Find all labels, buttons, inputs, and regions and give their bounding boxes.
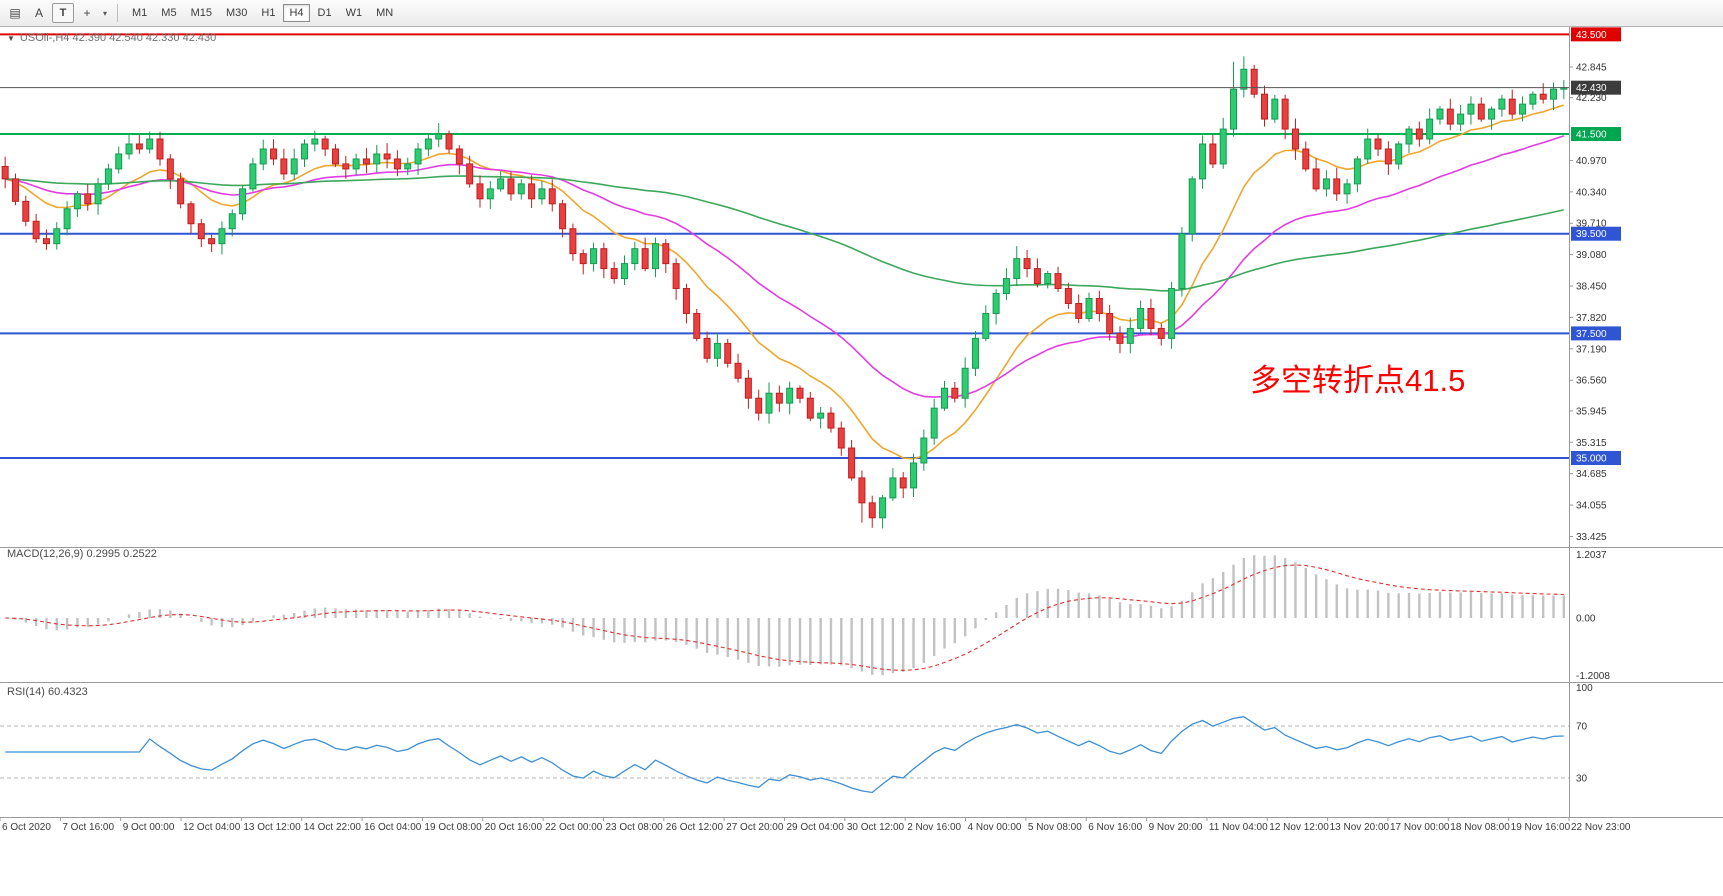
svg-text:18 Nov 08:00: 18 Nov 08:00 bbox=[1450, 822, 1510, 833]
toolbar-separator bbox=[117, 4, 118, 22]
svg-text:39.500: 39.500 bbox=[1576, 229, 1607, 240]
timeframe-mn[interactable]: MN bbox=[376, 7, 394, 19]
svg-text:39.080: 39.080 bbox=[1576, 250, 1607, 261]
svg-text:22 Nov 23:00: 22 Nov 23:00 bbox=[1571, 822, 1631, 833]
timeframe-m15[interactable]: M15 bbox=[190, 7, 212, 19]
svg-text:9 Oct 00:00: 9 Oct 00:00 bbox=[123, 822, 175, 833]
svg-text:7 Oct 16:00: 7 Oct 16:00 bbox=[62, 822, 114, 833]
svg-text:16 Oct 04:00: 16 Oct 04:00 bbox=[364, 822, 422, 833]
svg-text:20 Oct 16:00: 20 Oct 16:00 bbox=[485, 822, 543, 833]
svg-text:43.500: 43.500 bbox=[1576, 30, 1607, 41]
svg-text:42.845: 42.845 bbox=[1576, 63, 1607, 74]
dropdown-caret-icon[interactable]: ▾ bbox=[102, 8, 107, 18]
crosshair-tool-icon[interactable]: + bbox=[83, 6, 91, 20]
svg-text:39.710: 39.710 bbox=[1576, 219, 1607, 230]
svg-text:9 Nov 20:00: 9 Nov 20:00 bbox=[1149, 822, 1203, 833]
svg-text:36.560: 36.560 bbox=[1576, 376, 1607, 387]
svg-text:12 Oct 04:00: 12 Oct 04:00 bbox=[183, 822, 241, 833]
svg-text:19 Oct 08:00: 19 Oct 08:00 bbox=[424, 822, 482, 833]
svg-text:0.00: 0.00 bbox=[1576, 614, 1596, 625]
svg-text:41.500: 41.500 bbox=[1576, 130, 1607, 141]
chart-window-icon[interactable]: ▤ bbox=[9, 6, 21, 20]
svg-text:23 Oct 08:00: 23 Oct 08:00 bbox=[605, 822, 663, 833]
svg-text:40.970: 40.970 bbox=[1576, 156, 1607, 167]
svg-text:37.190: 37.190 bbox=[1576, 344, 1607, 355]
timeframe-h4[interactable]: H4 bbox=[283, 4, 310, 22]
svg-text:35.000: 35.000 bbox=[1576, 453, 1607, 464]
svg-text:13 Oct 12:00: 13 Oct 12:00 bbox=[243, 822, 301, 833]
svg-text:13 Nov 20:00: 13 Nov 20:00 bbox=[1330, 822, 1390, 833]
svg-text:33.425: 33.425 bbox=[1576, 532, 1607, 543]
timeframe-h1[interactable]: H1 bbox=[261, 7, 276, 19]
svg-text:100: 100 bbox=[1576, 683, 1593, 694]
tool-icon-group: ▤ A T + ▾ bbox=[4, 3, 110, 23]
price-chart[interactable]: 42.845 42.230 40.970 40.340 39.710 39.080 38.4… bbox=[0, 27, 1723, 896]
svg-text:1.2037: 1.2037 bbox=[1576, 550, 1607, 561]
svg-text:12 Nov 12:00: 12 Nov 12:00 bbox=[1269, 822, 1329, 833]
timeframe-m1[interactable]: M1 bbox=[132, 7, 148, 19]
svg-text:4 Nov 00:00: 4 Nov 00:00 bbox=[968, 822, 1022, 833]
svg-text:37.500: 37.500 bbox=[1576, 329, 1607, 340]
annotation-a-icon[interactable]: A bbox=[34, 6, 43, 20]
svg-text:35.945: 35.945 bbox=[1576, 406, 1607, 417]
svg-text:34.055: 34.055 bbox=[1576, 501, 1607, 512]
chart-text-annotation[interactable]: 多空转折点41.5 bbox=[1250, 363, 1466, 398]
text-tool-icon[interactable]: T bbox=[52, 3, 74, 23]
timeframe-d1[interactable]: D1 bbox=[317, 7, 332, 19]
svg-text:19 Nov 16:00: 19 Nov 16:00 bbox=[1511, 822, 1571, 833]
svg-text:-1.2008: -1.2008 bbox=[1576, 671, 1610, 682]
svg-text:2 Nov 16:00: 2 Nov 16:00 bbox=[907, 822, 961, 833]
svg-text:42.430: 42.430 bbox=[1576, 83, 1607, 94]
svg-text:34.685: 34.685 bbox=[1576, 469, 1607, 480]
svg-text:27 Oct 20:00: 27 Oct 20:00 bbox=[726, 822, 784, 833]
svg-text:14 Oct 22:00: 14 Oct 22:00 bbox=[304, 822, 362, 833]
svg-text:37.820: 37.820 bbox=[1576, 313, 1607, 324]
svg-text:5 Nov 08:00: 5 Nov 08:00 bbox=[1028, 822, 1082, 833]
svg-text:40.340: 40.340 bbox=[1576, 187, 1607, 198]
svg-text:29 Oct 04:00: 29 Oct 04:00 bbox=[787, 822, 845, 833]
svg-text:30: 30 bbox=[1576, 774, 1588, 785]
svg-text:26 Oct 12:00: 26 Oct 12:00 bbox=[666, 822, 724, 833]
timeframe-m5[interactable]: M5 bbox=[161, 7, 177, 19]
svg-text:70: 70 bbox=[1576, 722, 1588, 733]
svg-text:6 Oct 2020: 6 Oct 2020 bbox=[2, 822, 51, 833]
svg-text:35.315: 35.315 bbox=[1576, 438, 1607, 449]
timeframe-w1[interactable]: W1 bbox=[345, 7, 363, 19]
svg-text:17 Nov 00:00: 17 Nov 00:00 bbox=[1390, 822, 1450, 833]
svg-text:30 Oct 12:00: 30 Oct 12:00 bbox=[847, 822, 905, 833]
svg-text:22 Oct 00:00: 22 Oct 00:00 bbox=[545, 822, 603, 833]
svg-text:11 Nov 04:00: 11 Nov 04:00 bbox=[1209, 822, 1268, 833]
timeframe-button-group: M1 M5 M15 M30 H1 H4 D1 W1 MN bbox=[125, 4, 400, 22]
svg-text:42.230: 42.230 bbox=[1576, 93, 1607, 104]
collapse-arrow-icon[interactable]: ▼ bbox=[7, 33, 15, 43]
toolbar: ▤ A T + ▾ M1 M5 M15 M30 H1 H4 D1 W1 MN bbox=[0, 0, 1723, 27]
svg-text:6 Nov 16:00: 6 Nov 16:00 bbox=[1088, 822, 1142, 833]
timeframe-m30[interactable]: M30 bbox=[225, 7, 248, 19]
svg-text:38.450: 38.450 bbox=[1576, 282, 1607, 293]
